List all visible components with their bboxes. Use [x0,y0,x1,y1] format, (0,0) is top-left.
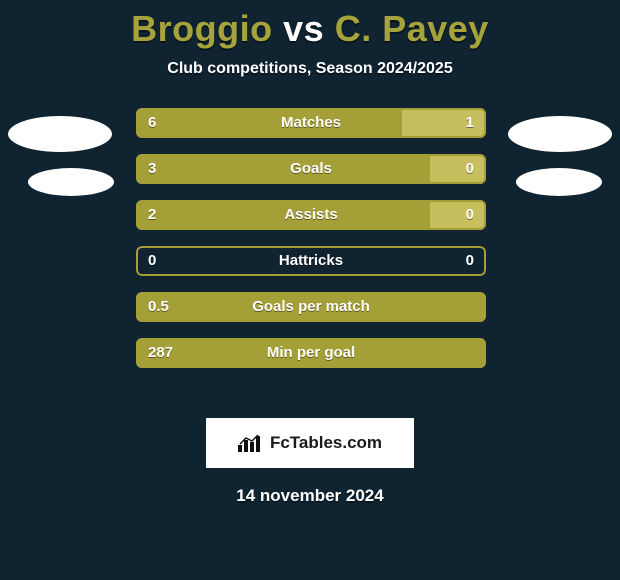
page-title: Broggio vs C. Pavey [0,0,620,50]
title-player2: C. Pavey [335,8,489,49]
stat-bar: 287Min per goal [136,338,486,368]
subtitle: Club competitions, Season 2024/2025 [0,60,620,78]
avatar-placeholder [8,116,112,152]
stat-bar: 0.5Goals per match [136,292,486,322]
stat-bars: 61Matches 30Goals 20Assists 00Hattricks 0.5G… [136,108,486,384]
stat-bar: 00Hattricks [136,246,486,276]
stat-label: Hattricks [136,246,486,276]
stat-label: Goals [136,154,486,184]
team-placeholder [28,168,114,196]
stat-label: Assists [136,200,486,230]
date-line: 14 november 2024 [0,486,620,506]
stat-label: Matches [136,108,486,138]
stats-area: 61Matches 30Goals 20Assists 00Hattricks 0.5G… [0,108,620,398]
stat-bar: 30Goals [136,154,486,184]
stat-label: Min per goal [136,338,486,368]
watermark-text: FcTables.com [270,433,382,453]
stat-label: Goals per match [136,292,486,322]
stat-bar: 61Matches [136,108,486,138]
avatar-placeholder [508,116,612,152]
title-vs: vs [283,8,324,49]
team-placeholder [516,168,602,196]
watermark: FcTables.com [206,418,414,468]
chart-icon [238,434,262,452]
stat-bar: 20Assists [136,200,486,230]
title-player1: Broggio [131,8,272,49]
